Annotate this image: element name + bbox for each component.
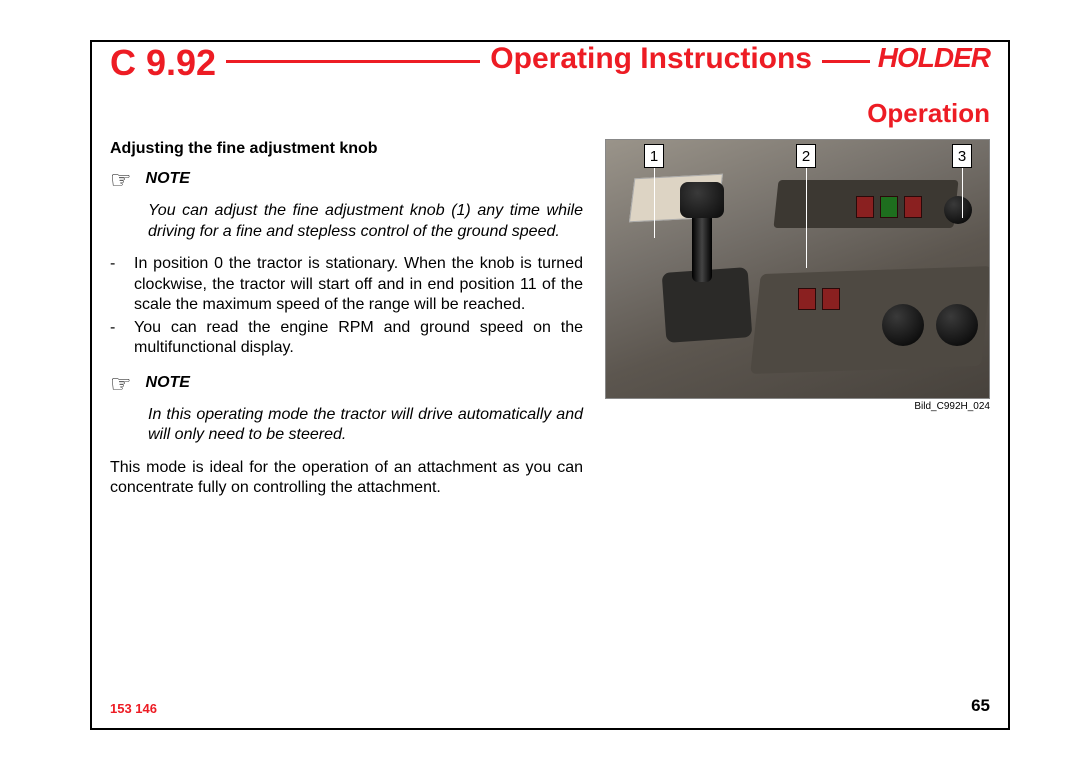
knob-icon [944, 196, 972, 224]
content-area: Adjusting the fine adjustment knob ☞ NOT… [92, 139, 1008, 499]
page-number: 65 [971, 696, 990, 716]
callout-2: 2 [796, 144, 816, 168]
callout-1: 1 [644, 144, 664, 168]
pointing-hand-icon: ☞ [110, 169, 132, 193]
switch-row [798, 288, 840, 310]
rotary-dial-icon [936, 304, 978, 346]
figure-caption: Bild_C992H_024 [605, 401, 990, 412]
joystick-head [680, 182, 724, 218]
list-item: - In position 0 the tractor is stationar… [110, 254, 583, 315]
pointing-hand-icon: ☞ [110, 373, 132, 397]
manual-page: C 9.92 Operating Instructions HOLDER Ope… [90, 40, 1010, 730]
brand-logo: HOLDER [870, 42, 990, 74]
note-1-body: You can adjust the fine adjustment knob … [148, 201, 583, 242]
rocker-switch-icon [856, 196, 874, 218]
callout-line [806, 168, 807, 268]
footer-docnum: 153 146 [110, 701, 157, 716]
note-2: ☞ NOTE [110, 373, 583, 397]
callout-line [654, 168, 655, 238]
rocker-switch-icon [880, 196, 898, 218]
figure-photo: 1 2 3 [605, 139, 990, 399]
paragraph: This mode is ideal for the operation of … [110, 458, 583, 499]
note-label: NOTE [146, 373, 190, 393]
rocker-switch-icon [798, 288, 816, 310]
page-header: C 9.92 Operating Instructions HOLDER [92, 42, 1008, 92]
note-2-body: In this operating mode the tractor will … [148, 405, 583, 446]
switch-row [856, 196, 922, 218]
figure-column: 1 2 3 Bild_C992H_024 [605, 139, 990, 499]
rotary-dial-icon [882, 304, 924, 346]
list-item: - You can read the engine RPM and ground… [110, 318, 583, 359]
rocker-switch-icon [822, 288, 840, 310]
subheading: Adjusting the fine adjustment knob [110, 139, 583, 159]
bullet-dash: - [110, 318, 124, 359]
doc-title: Operating Instructions [480, 42, 822, 76]
bullet-text: In position 0 the tractor is stationary.… [134, 254, 583, 315]
text-column: Adjusting the fine adjustment knob ☞ NOT… [110, 139, 583, 499]
note-1: ☞ NOTE [110, 169, 583, 193]
note-label: NOTE [146, 169, 190, 189]
rocker-switch-icon [904, 196, 922, 218]
model-number: C 9.92 [110, 42, 226, 84]
bullet-text: You can read the engine RPM and ground s… [134, 318, 583, 359]
callout-line [962, 168, 963, 218]
callout-3: 3 [952, 144, 972, 168]
bullet-dash: - [110, 254, 124, 315]
section-title: Operation [92, 92, 1008, 139]
bullet-list: - In position 0 the tractor is stationar… [110, 254, 583, 358]
